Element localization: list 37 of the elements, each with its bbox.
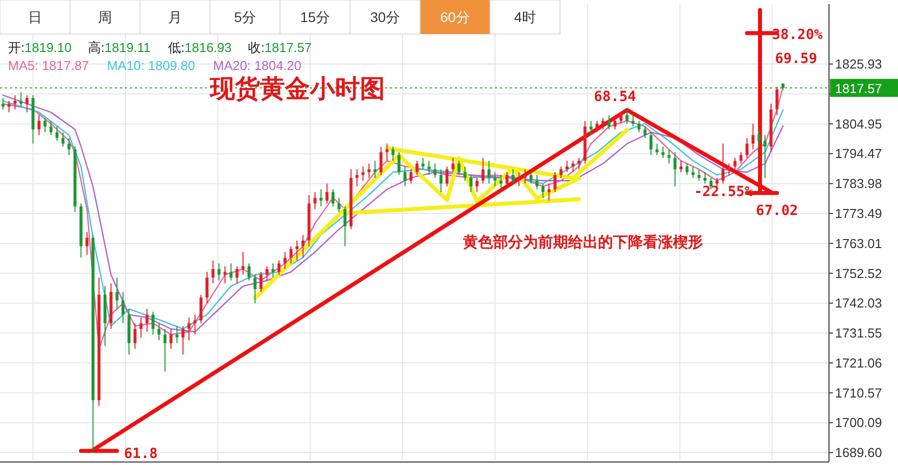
y-tick-label: 1742.03	[835, 296, 882, 311]
y-tick-label: 1700.09	[835, 415, 882, 430]
annotation: -22.55%	[694, 184, 754, 200]
y-tick-label: 1721.06	[835, 355, 882, 370]
y-tick-label: 1731.55	[835, 326, 882, 341]
annotation: 38.20%	[772, 27, 824, 43]
annotation: 开:1819.10	[8, 40, 72, 55]
annotation: 黄色部分为前期给出的下降看涨楔形	[462, 233, 703, 251]
annotation: 60分	[440, 9, 470, 25]
text: 现货黄金小时图	[209, 74, 385, 103]
y-tick-label: 1773.49	[835, 206, 882, 222]
y-tick-label: 1825.93	[835, 56, 882, 72]
text: MA20: 1804.20	[213, 58, 302, 73]
annotation: 周	[98, 9, 112, 25]
annotation: 4时	[514, 9, 536, 25]
annotation: 68.54	[594, 89, 636, 105]
y-tick-label: 1783.98	[835, 176, 882, 192]
annotation: 5分	[234, 9, 256, 25]
annotation: 日	[28, 9, 42, 25]
annotation: 30分	[370, 9, 400, 25]
y-tick-label: 1752.52	[835, 266, 882, 281]
ref-line-label: 1817.57	[835, 80, 882, 96]
annotation: 月	[168, 9, 182, 25]
y-tick-label: 1794.47	[835, 146, 882, 162]
text: MA10: 1809.80	[106, 58, 196, 73]
y-tick-label: 1763.01	[835, 236, 882, 251]
annotation: 15分	[300, 9, 330, 25]
annotation: 低:1816.93	[168, 40, 232, 55]
annotation: 61.8	[124, 446, 158, 462]
y-tick-label: 1804.95	[835, 116, 882, 132]
annotation: 67.02	[756, 203, 798, 219]
annotation: 收:1817.57	[248, 40, 312, 55]
y-tick-label: 1710.57	[835, 385, 882, 400]
annotation: 高:1819.11	[88, 40, 151, 55]
text: MA5: 1817.87	[8, 58, 89, 73]
y-tick-label: 1689.60	[835, 445, 882, 460]
annotation: 69.59	[775, 51, 818, 67]
